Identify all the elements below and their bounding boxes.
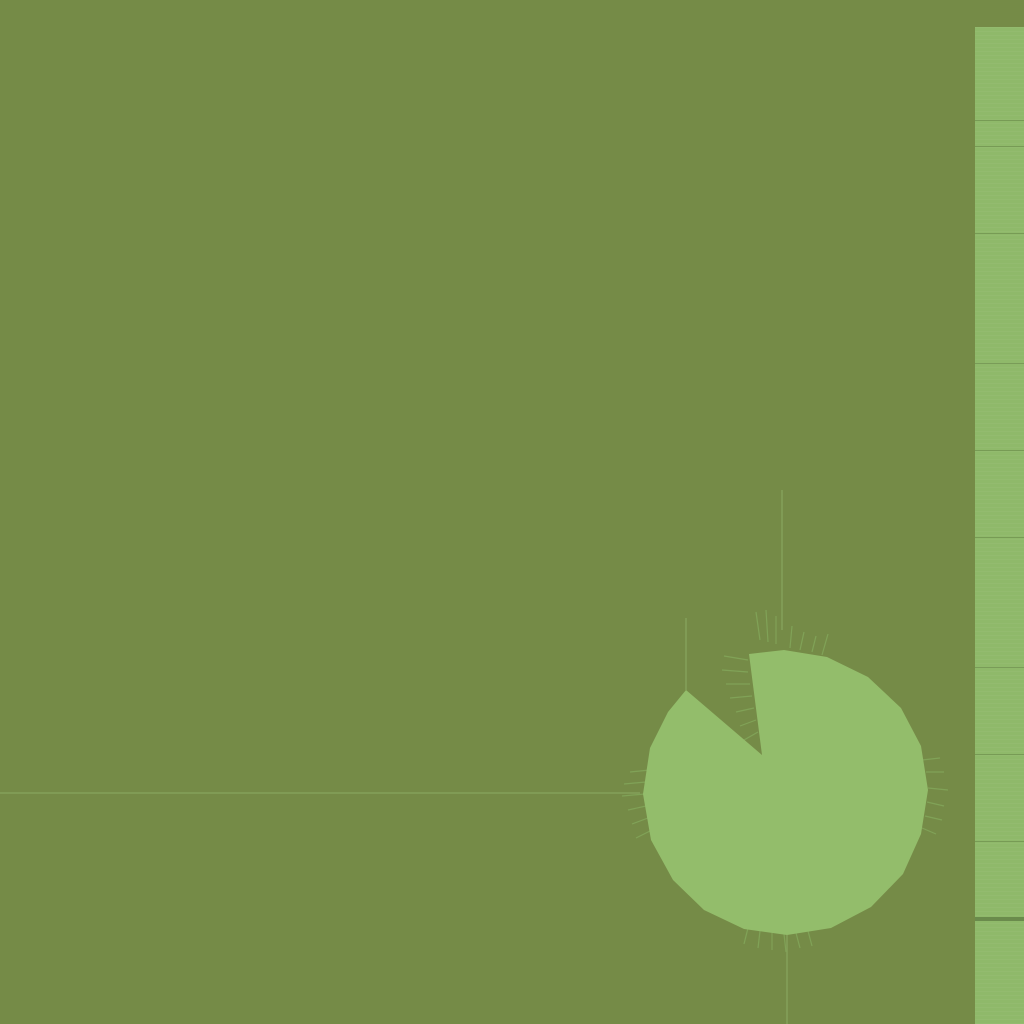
- water-ripple-vertical-top: [781, 490, 783, 630]
- strip-divider: [975, 450, 1024, 451]
- strip-divider: [975, 537, 1024, 538]
- strip-divider-thick: [975, 917, 1024, 921]
- strip-divider: [975, 233, 1024, 234]
- lily-pad-fringe: [621, 609, 949, 953]
- strip-divider: [975, 841, 1024, 842]
- strip-divider: [975, 363, 1024, 364]
- strip-divider: [975, 120, 1024, 121]
- water-ripple-vertical-bottom: [786, 935, 788, 1024]
- water-ripple-vertical-left: [685, 618, 687, 690]
- strip-divider: [975, 754, 1024, 755]
- strip-divider: [975, 667, 1024, 668]
- strip-divider: [975, 146, 1024, 147]
- lily-pad-icon[interactable]: [643, 650, 928, 935]
- water-ripple-horizontal: [0, 792, 640, 794]
- grass-strip-icon: [975, 27, 1024, 1024]
